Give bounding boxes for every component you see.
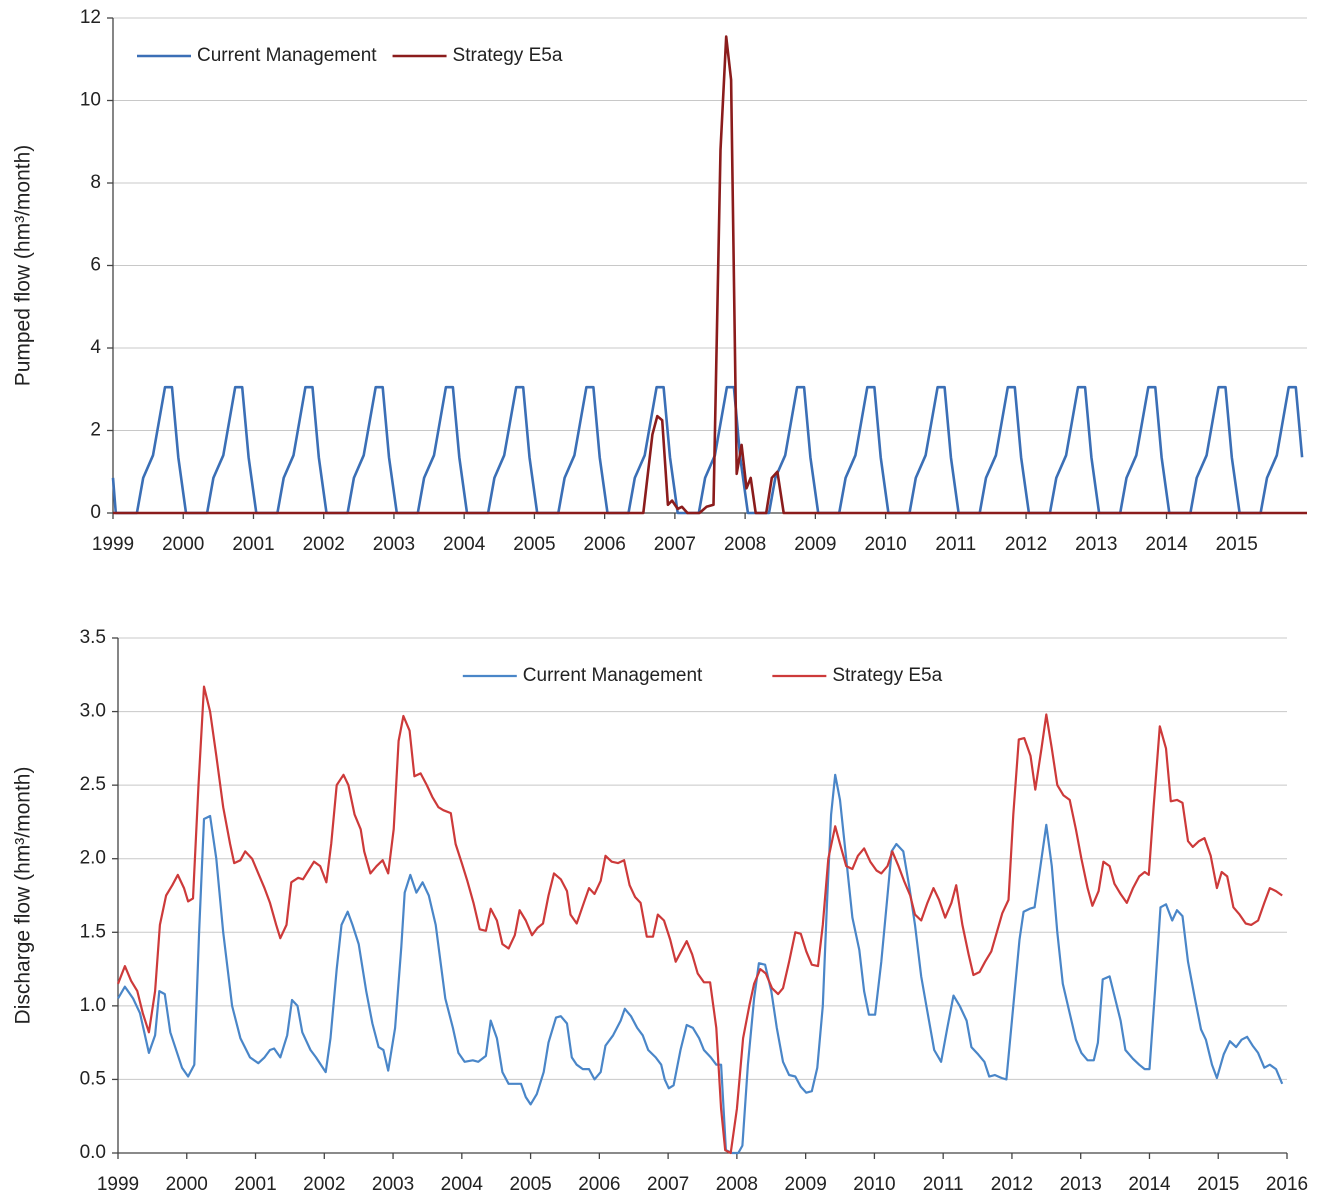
x-tick-label: 2012 xyxy=(1005,534,1047,555)
legend-label: Strategy E5a xyxy=(453,45,563,66)
x-tick-label: 2011 xyxy=(935,534,976,555)
x-tick-label: 2008 xyxy=(716,1174,758,1195)
x-tick-label: 2009 xyxy=(785,1174,827,1195)
y-tick-label: 2 xyxy=(90,420,101,441)
x-tick-label: 2011 xyxy=(923,1174,964,1195)
y-axis-label: Pumped flow (hm³/month) xyxy=(12,145,35,387)
x-tick-label: 2001 xyxy=(234,1174,276,1195)
legend-label: Current Management xyxy=(523,665,703,686)
x-tick-label: 2004 xyxy=(441,1174,484,1195)
y-tick-label: 4 xyxy=(90,337,101,358)
x-tick-label: 2010 xyxy=(864,534,906,555)
y-tick-label: 3.5 xyxy=(80,627,106,648)
x-tick-label: 2014 xyxy=(1128,1174,1171,1195)
x-tick-label: 2007 xyxy=(647,1174,689,1195)
y-tick-label: 8 xyxy=(90,172,101,193)
y-tick-label: 10 xyxy=(80,90,101,111)
x-tick-label: 1999 xyxy=(92,534,134,555)
x-tick-label: 2003 xyxy=(372,1174,414,1195)
x-tick-label: 2016 xyxy=(1266,1174,1308,1195)
x-tick-label: 2006 xyxy=(578,1174,620,1195)
x-tick-label: 2000 xyxy=(166,1174,208,1195)
legend-label: Current Management xyxy=(197,45,377,66)
x-tick-label: 2015 xyxy=(1216,534,1258,555)
y-tick-label: 12 xyxy=(80,7,101,28)
y-tick-label: 2.0 xyxy=(80,848,106,869)
y-axis-label: Discharge flow (hm³/month) xyxy=(12,767,35,1025)
x-tick-label: 2012 xyxy=(991,1174,1033,1195)
legend-label: Strategy E5a xyxy=(832,665,942,686)
y-tick-label: 2.5 xyxy=(80,774,106,795)
x-tick-label: 2005 xyxy=(513,534,555,555)
y-tick-label: 0 xyxy=(90,502,101,523)
legend: Current Management Strategy E5a xyxy=(462,665,943,686)
y-tick-label: 0.5 xyxy=(80,1068,106,1089)
x-tick-label: 2007 xyxy=(654,534,696,555)
x-tick-label: 2004 xyxy=(443,534,486,555)
x-tick-label: 2002 xyxy=(303,534,345,555)
x-tick-label: 2009 xyxy=(794,534,836,555)
x-tick-label: 2005 xyxy=(509,1174,551,1195)
x-tick-label: 2013 xyxy=(1060,1174,1102,1195)
legend: Current Management Strategy E5a xyxy=(137,45,563,66)
x-tick-label: 2014 xyxy=(1145,534,1188,555)
x-tick-label: 1999 xyxy=(97,1174,139,1195)
y-tick-label: 1.5 xyxy=(80,921,106,942)
x-tick-label: 2003 xyxy=(373,534,415,555)
data-line xyxy=(113,35,1307,515)
y-tick-label: 6 xyxy=(90,255,101,276)
x-tick-label: 2006 xyxy=(584,534,626,555)
x-tick-label: 2010 xyxy=(853,1174,895,1195)
x-tick-label: 2008 xyxy=(724,534,766,555)
y-tick-label: 3.0 xyxy=(80,701,106,722)
x-tick-label: 2001 xyxy=(232,534,274,555)
x-tick-label: 2013 xyxy=(1075,534,1117,555)
data-line xyxy=(116,685,1283,1155)
y-tick-label: 0.0 xyxy=(80,1142,106,1163)
y-tick-label: 1.0 xyxy=(80,995,106,1016)
x-tick-label: 2002 xyxy=(303,1174,345,1195)
x-tick-label: 2000 xyxy=(162,534,204,555)
x-tick-label: 2015 xyxy=(1197,1174,1239,1195)
